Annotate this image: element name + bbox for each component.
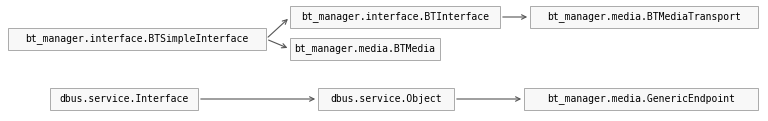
FancyBboxPatch shape (290, 6, 500, 28)
Text: bt_manager.interface.BTSimpleInterface: bt_manager.interface.BTSimpleInterface (25, 34, 249, 44)
FancyBboxPatch shape (530, 6, 758, 28)
FancyBboxPatch shape (524, 88, 758, 110)
Text: bt_manager.media.GenericEndpoint: bt_manager.media.GenericEndpoint (547, 94, 735, 104)
FancyBboxPatch shape (290, 38, 440, 60)
FancyBboxPatch shape (50, 88, 198, 110)
FancyBboxPatch shape (8, 28, 266, 50)
Text: bt_manager.media.BTMedia: bt_manager.media.BTMedia (294, 44, 435, 54)
Text: bt_manager.interface.BTInterface: bt_manager.interface.BTInterface (301, 11, 489, 23)
Text: bt_manager.media.BTMediaTransport: bt_manager.media.BTMediaTransport (547, 11, 741, 23)
FancyBboxPatch shape (318, 88, 454, 110)
Text: dbus.service.Interface: dbus.service.Interface (59, 94, 189, 104)
Text: dbus.service.Object: dbus.service.Object (330, 94, 442, 104)
